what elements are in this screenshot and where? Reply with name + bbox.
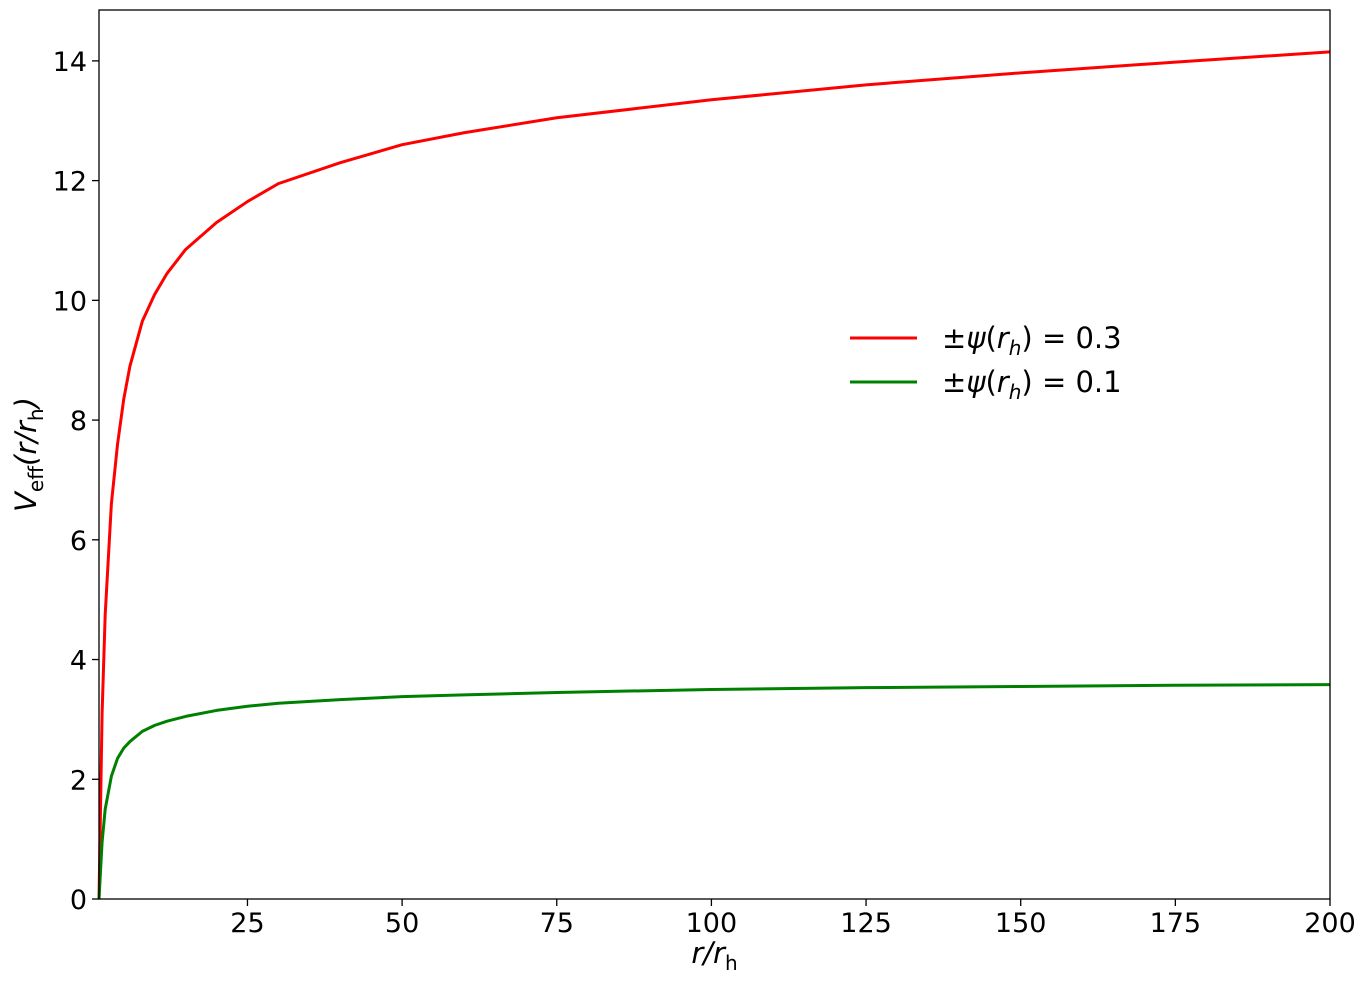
y-tick-label: 0 bbox=[70, 885, 87, 916]
y-tick-label: 4 bbox=[70, 646, 87, 677]
y-axis-label: Veff(r/rh) bbox=[9, 397, 48, 512]
x-tick-label: 125 bbox=[840, 908, 892, 939]
y-tick-label: 6 bbox=[70, 526, 87, 557]
series-line-2 bbox=[97, 683, 1331, 900]
ticks-layer: 25 50 75 100 125 150 175 200 0 2 4 6 8 10 12 14 bbox=[53, 47, 1356, 939]
legend-label-series-2: ±ψ(rh) = 0.1 bbox=[942, 365, 1122, 404]
y-tick-label: 10 bbox=[53, 286, 87, 317]
y-tick-label: 8 bbox=[70, 406, 87, 437]
x-tick-label: 50 bbox=[385, 908, 419, 939]
x-tick-label: 150 bbox=[995, 908, 1047, 939]
legend-label-series-1: ±ψ(rh) = 0.3 bbox=[942, 321, 1122, 360]
y-tick-label: 14 bbox=[53, 47, 87, 78]
x-tick-label: 25 bbox=[230, 908, 264, 939]
y-tick-label: 2 bbox=[70, 765, 87, 796]
series-layer bbox=[97, 50, 1331, 900]
y-tick-label: 12 bbox=[53, 167, 87, 198]
x-tick-label: 100 bbox=[686, 908, 738, 939]
x-axis-label: r/rh bbox=[691, 936, 737, 975]
x-tick-label: 75 bbox=[540, 908, 574, 939]
x-tick-label: 175 bbox=[1150, 908, 1202, 939]
legend: ±ψ(rh) = 0.3 ±ψ(rh) = 0.1 bbox=[850, 321, 1122, 404]
x-tick-label: 200 bbox=[1304, 908, 1356, 939]
plot-frame bbox=[98, 9, 1331, 900]
series-line-1 bbox=[97, 50, 1331, 900]
